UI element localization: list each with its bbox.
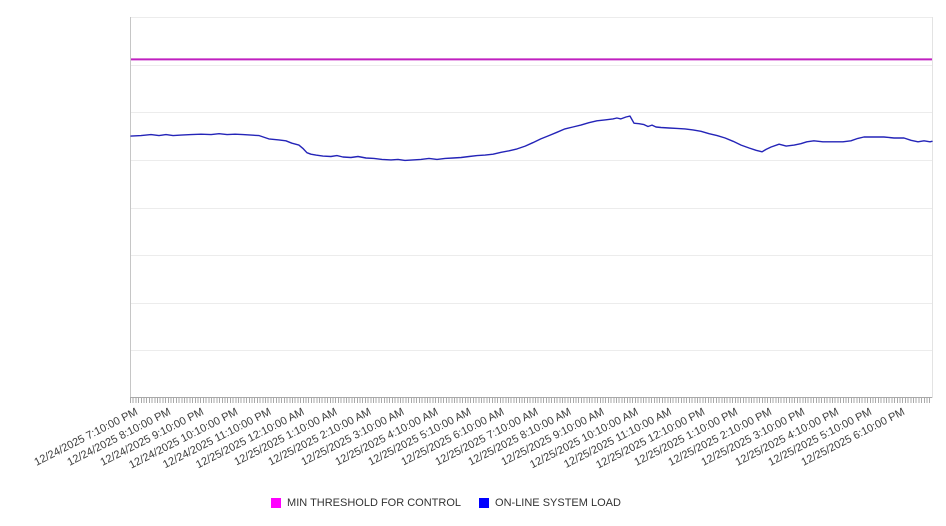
- x-axis-label: 12/25/2025 1:10:00 PM: [632, 406, 741, 469]
- x-axis-label: 12/25/2025 6:10:00 PM: [799, 406, 908, 469]
- plot-area: [130, 17, 933, 398]
- x-axis-label: 12/25/2025 2:10:00 PM: [666, 406, 774, 469]
- legend-label-system-load: ON-LINE SYSTEM LOAD: [495, 497, 621, 509]
- x-axis-label: 12/25/2025 6:10:00 AM: [399, 406, 507, 469]
- legend-swatch-magenta-icon: [271, 498, 282, 508]
- x-axis-label: 12/25/2025 4:10:00 PM: [732, 406, 841, 469]
- x-axis-label: 12/25/2025 2:10:00 AM: [266, 406, 374, 469]
- x-axis-ticks: [130, 398, 932, 403]
- x-axis-label: 12/25/2025 9:10:00 AM: [499, 406, 607, 469]
- x-axis-label: 12/24/2025 11:10:00 PM: [160, 406, 273, 472]
- x-axis-label: 12/24/2025 8:10:00 PM: [65, 406, 173, 469]
- x-axis-label: 12/25/2025 3:10:00 PM: [699, 406, 807, 469]
- x-axis-label: 12/25/2025 1:10:00 AM: [232, 406, 340, 469]
- x-axis-label: 12/25/2025 5:10:00 PM: [766, 406, 874, 469]
- legend-label-min-threshold: MIN THRESHOLD FOR CONTROL: [287, 497, 462, 509]
- x-axis-label: 12/24/2025 9:10:00 PM: [98, 406, 207, 469]
- x-axis-label: 12/25/2025 12:10:00 PM: [594, 406, 707, 472]
- legend-item-min-threshold[interactable]: MIN THRESHOLD FOR CONTROL: [271, 497, 461, 509]
- x-axis-label: 12/24/2025 10:10:00 PM: [126, 406, 240, 472]
- x-axis-label: 12/25/2025 10:10:00 AM: [527, 406, 641, 472]
- legend-swatch-blue-icon: [479, 498, 490, 508]
- system-load-line: [130, 115, 933, 162]
- x-axis-label: 12/25/2025 5:10:00 AM: [366, 406, 474, 469]
- x-axis-label: 12/25/2025 4:10:00 AM: [333, 406, 440, 469]
- x-axis-label: 12/25/2025 8:10:00 AM: [466, 406, 574, 469]
- x-axis-label: 12/24/2025 7:10:00 PM: [32, 406, 140, 469]
- x-axis-label: 12/25/2025 3:10:00 AM: [299, 406, 407, 469]
- legend-item-system-load[interactable]: ON-LINE SYSTEM LOAD: [479, 497, 621, 509]
- x-axis-label: 12/25/2025 12:10:00 AM: [194, 406, 307, 472]
- x-axis-line: [130, 397, 932, 398]
- x-axis-label: 12/25/2025 7:10:00 AM: [433, 406, 540, 469]
- plot-svg: [130, 17, 933, 351]
- legend: MIN THRESHOLD FOR CONTROL ON-LINE SYSTEM…: [0, 497, 919, 509]
- x-axis-label: 12/25/2025 11:10:00 AM: [561, 406, 674, 471]
